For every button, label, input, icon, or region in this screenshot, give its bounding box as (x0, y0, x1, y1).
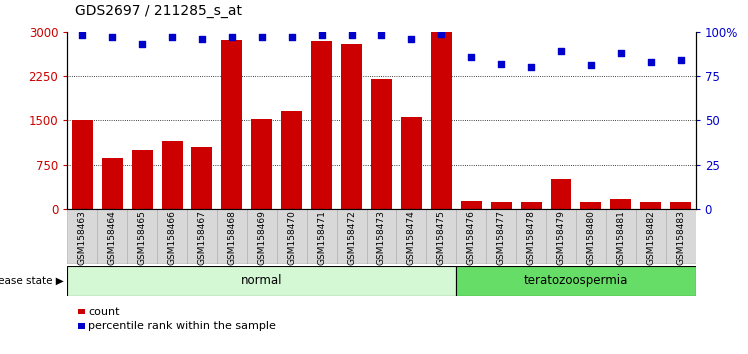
Text: GSM158469: GSM158469 (257, 211, 266, 266)
Text: GSM158467: GSM158467 (197, 211, 206, 266)
Text: GSM158466: GSM158466 (168, 211, 177, 266)
Bar (72, 120, 93, 209)
Text: GSM158478: GSM158478 (527, 211, 536, 266)
Bar (221, 40, 242, 209)
Point (555, 48, 567, 54)
Bar (281, 111, 302, 209)
Text: disease state ▶: disease state ▶ (0, 275, 64, 286)
Text: GSM158483: GSM158483 (676, 211, 685, 266)
Text: GSM158479: GSM158479 (557, 211, 565, 266)
Bar (551, 179, 571, 209)
Bar (456, 209, 486, 264)
Text: GSM158464: GSM158464 (108, 211, 117, 265)
Bar (396, 209, 426, 264)
Bar (367, 209, 396, 264)
Bar (187, 209, 217, 264)
Bar (337, 209, 367, 264)
Bar (191, 147, 212, 209)
Point (525, 64, 537, 70)
Bar (251, 119, 272, 209)
Text: GSM158463: GSM158463 (78, 211, 87, 266)
Bar (606, 209, 636, 264)
Bar (311, 41, 332, 209)
Point (316, 33, 328, 38)
Text: GSM158471: GSM158471 (317, 211, 326, 266)
Bar (580, 202, 601, 209)
Text: teratozoospermia: teratozoospermia (524, 274, 628, 287)
Bar (640, 202, 661, 209)
Text: GSM158474: GSM158474 (407, 211, 416, 265)
Point (645, 59, 657, 65)
Bar (157, 209, 187, 264)
Bar (371, 79, 392, 209)
Point (585, 63, 597, 68)
Text: GSM158480: GSM158480 (586, 211, 595, 266)
Bar (217, 209, 247, 264)
Bar (486, 209, 516, 264)
Text: count: count (88, 307, 120, 316)
Bar (162, 141, 183, 209)
Text: GSM158472: GSM158472 (347, 211, 356, 265)
Point (76, 33, 88, 38)
Point (226, 34, 238, 40)
Bar (247, 209, 277, 264)
Point (675, 57, 687, 63)
Text: GSM158465: GSM158465 (138, 211, 147, 266)
Text: GSM158475: GSM158475 (437, 211, 446, 266)
Bar (491, 202, 512, 209)
Point (465, 54, 477, 59)
Bar (456, 266, 696, 296)
Text: GSM158468: GSM158468 (227, 211, 236, 266)
Point (495, 61, 507, 67)
Bar (97, 209, 127, 264)
Point (286, 34, 298, 40)
Text: percentile rank within the sample: percentile rank within the sample (88, 321, 276, 331)
Bar (132, 150, 153, 209)
Bar (431, 33, 452, 209)
Point (346, 33, 358, 38)
Point (106, 34, 118, 40)
Text: GSM158481: GSM158481 (616, 211, 625, 266)
Text: GDS2697 / 211285_s_at: GDS2697 / 211285_s_at (75, 4, 242, 18)
Text: GSM158477: GSM158477 (497, 211, 506, 266)
Point (196, 36, 208, 42)
Bar (521, 202, 542, 209)
Bar (67, 209, 97, 264)
Point (435, 31, 447, 36)
Bar (127, 209, 157, 264)
Point (256, 34, 268, 40)
Bar (341, 44, 362, 209)
Bar (670, 202, 691, 209)
Text: GSM158482: GSM158482 (646, 211, 655, 265)
Bar (546, 209, 576, 264)
Text: normal: normal (241, 274, 283, 287)
Bar (277, 209, 307, 264)
Text: GSM158473: GSM158473 (377, 211, 386, 266)
Bar (576, 209, 606, 264)
Bar (102, 158, 123, 209)
Text: GSM158476: GSM158476 (467, 211, 476, 266)
Point (375, 33, 387, 38)
Bar (461, 201, 482, 209)
Bar (610, 199, 631, 209)
Bar (516, 209, 546, 264)
Bar (666, 209, 696, 264)
Bar (307, 209, 337, 264)
Bar (67, 266, 456, 296)
Bar (426, 209, 456, 264)
Bar (636, 209, 666, 264)
Point (615, 50, 627, 56)
Point (166, 34, 178, 40)
Bar (401, 118, 422, 209)
Point (136, 41, 148, 47)
Text: GSM158470: GSM158470 (287, 211, 296, 266)
Point (405, 36, 417, 42)
